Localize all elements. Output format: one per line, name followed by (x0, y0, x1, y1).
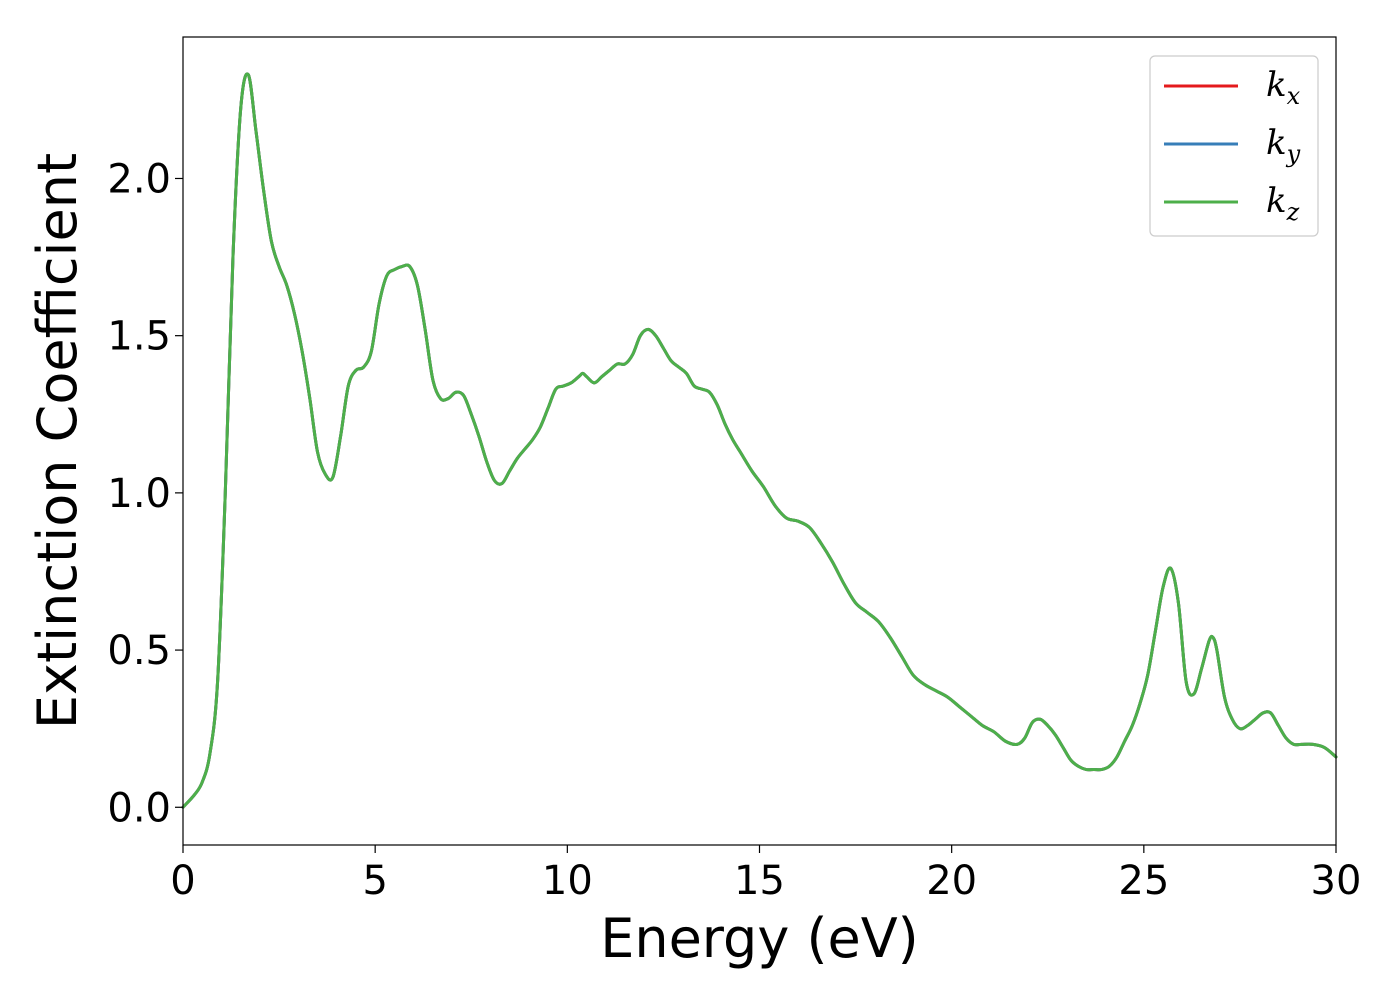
y-tick-label: 1.0 (107, 471, 171, 517)
y-tick-label: 2.0 (107, 156, 171, 202)
x-tick-label: 0 (170, 858, 195, 904)
x-tick-label: 25 (1118, 858, 1169, 904)
legend: kx ky kz (1149, 55, 1319, 237)
y-tick-label: 0.0 (107, 785, 171, 831)
y-axis-title: Extinction Coefficient (26, 153, 89, 729)
series-line-k-z (181, 72, 1338, 809)
x-tick-label: 30 (1311, 858, 1362, 904)
y-tick-label: 1.5 (107, 314, 171, 360)
y-axis-ticks: 0.0 0.5 1.0 1.5 2.0 (107, 156, 183, 831)
legend-label-kx: kx (1266, 65, 1301, 110)
plot-area (183, 37, 1336, 845)
legend-label-kz: kz (1266, 181, 1300, 226)
x-axis-title: Energy (eV) (600, 907, 919, 970)
legend-box (1149, 55, 1319, 237)
x-tick-label: 5 (362, 858, 387, 904)
y-tick-label: 0.5 (107, 628, 171, 674)
legend-label-ky: ky (1266, 123, 1301, 168)
x-axis-ticks: 0 5 10 15 20 25 30 (170, 845, 1361, 904)
x-tick-label: 15 (734, 858, 785, 904)
x-tick-label: 10 (542, 858, 593, 904)
x-tick-label: 20 (926, 858, 977, 904)
series-layer (181, 72, 1338, 809)
